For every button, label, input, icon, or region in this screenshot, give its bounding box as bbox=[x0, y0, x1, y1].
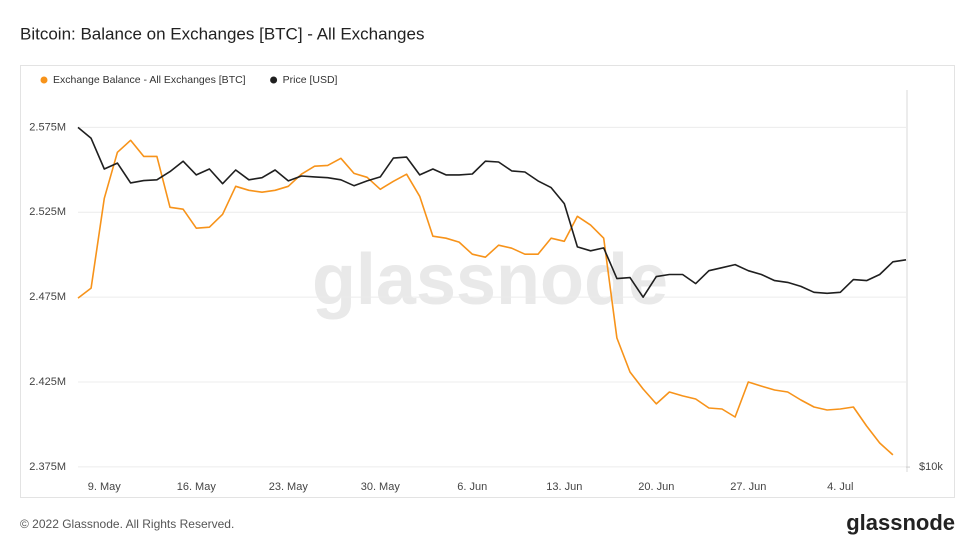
y-tick-label: 2.525M bbox=[29, 206, 66, 218]
x-tick-label: 27. Jun bbox=[730, 481, 766, 493]
y2-tick-label: $10k bbox=[919, 461, 943, 473]
legend-label: Price [USD] bbox=[283, 74, 338, 86]
logo: glassnode bbox=[846, 510, 955, 535]
x-tick-label: 4. Jul bbox=[827, 481, 853, 493]
y-tick-label: 2.475M bbox=[29, 291, 66, 303]
chart-title: Bitcoin: Balance on Exchanges [BTC] - Al… bbox=[20, 24, 424, 43]
series-line bbox=[77, 139, 894, 456]
legend-marker bbox=[270, 76, 278, 84]
x-tick-label: 20. Jun bbox=[638, 481, 674, 493]
x-tick-label: 16. May bbox=[177, 481, 217, 493]
x-tick-label: 23. May bbox=[269, 481, 309, 493]
x-tick-label: 9. May bbox=[88, 481, 122, 493]
legend-marker bbox=[40, 76, 48, 84]
series-line bbox=[77, 126, 907, 298]
x-tick-label: 30. May bbox=[361, 481, 401, 493]
legend-label: Exchange Balance - All Exchanges [BTC] bbox=[53, 74, 246, 86]
y-tick-label: 2.375M bbox=[29, 461, 66, 473]
x-tick-label: 13. Jun bbox=[546, 481, 582, 493]
footer: © 2022 Glassnode. All Rights Reserved. bbox=[20, 517, 234, 531]
y-tick-label: 2.425M bbox=[29, 376, 66, 388]
x-tick-label: 6. Jun bbox=[457, 481, 487, 493]
y-tick-label: 2.575M bbox=[29, 121, 66, 133]
chart-frame bbox=[20, 65, 955, 498]
